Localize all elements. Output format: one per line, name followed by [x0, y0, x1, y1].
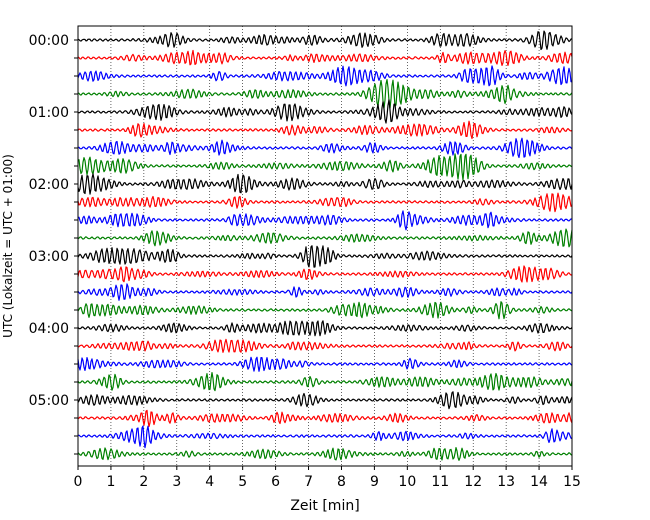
x-tick-label: 7	[304, 474, 313, 490]
trace-0315	[77, 265, 573, 283]
y-tick-label: 00:00	[29, 33, 69, 49]
trace-0045	[77, 79, 573, 109]
trace-0300	[77, 245, 573, 268]
trace-0530	[77, 425, 573, 449]
x-tick-label: 12	[464, 474, 482, 490]
trace-0145	[77, 153, 573, 181]
trace-0330	[77, 283, 573, 301]
trace-0545	[77, 447, 573, 461]
x-tick-label: 8	[337, 474, 346, 490]
y-tick-label: 01:00	[29, 105, 69, 121]
trace-0430	[77, 356, 573, 372]
trace-0500	[77, 391, 573, 410]
trace-0345	[77, 301, 573, 320]
trace-0415	[77, 338, 573, 353]
x-tick-label: 9	[370, 474, 379, 490]
x-axis: 0 1 2 3 4 5 6 7 8 9 10 11 12 13 14 15	[74, 466, 581, 490]
x-tick-label: 4	[205, 474, 214, 490]
x-tick-label: 10	[398, 474, 416, 490]
traces	[77, 30, 573, 461]
trace-0015	[77, 49, 573, 67]
trace-0000	[77, 30, 573, 51]
x-tick-label: 1	[106, 474, 115, 490]
x-tick-label: 13	[497, 474, 515, 490]
trace-0100	[77, 99, 573, 124]
trace-0200	[77, 173, 573, 195]
trace-0245	[77, 228, 573, 248]
grid	[110, 26, 540, 466]
x-tick-label: 2	[139, 474, 148, 490]
x-tick-label: 5	[238, 474, 247, 490]
x-tick-label: 3	[172, 474, 181, 490]
trace-0215	[77, 192, 573, 213]
y-axis: 00:00 01:00 02:00 03:00 04:00 05:00	[29, 33, 78, 455]
trace-0515	[77, 409, 573, 428]
trace-0030	[77, 65, 573, 87]
x-tick-label: 6	[271, 474, 280, 490]
x-tick-label: 15	[563, 474, 581, 490]
y-tick-label: 03:00	[29, 249, 69, 265]
x-tick-label: 14	[530, 474, 548, 490]
y-tick-label: 05:00	[29, 393, 69, 409]
trace-0445	[77, 372, 573, 392]
trace-0130	[77, 137, 573, 159]
trace-0115	[77, 120, 573, 140]
x-axis-label: Zeit [min]	[290, 498, 359, 514]
x-tick-label: 0	[74, 474, 83, 490]
trace-0230	[77, 210, 573, 231]
x-tick-label: 11	[431, 474, 449, 490]
y-tick-label: 04:00	[29, 321, 69, 337]
y-axis-label: UTC (Lokalzeit = UTC + 01:00)	[1, 154, 15, 338]
trace-0400	[77, 320, 573, 337]
plot-frame	[77, 25, 573, 467]
y-tick-label: 02:00	[29, 177, 69, 193]
